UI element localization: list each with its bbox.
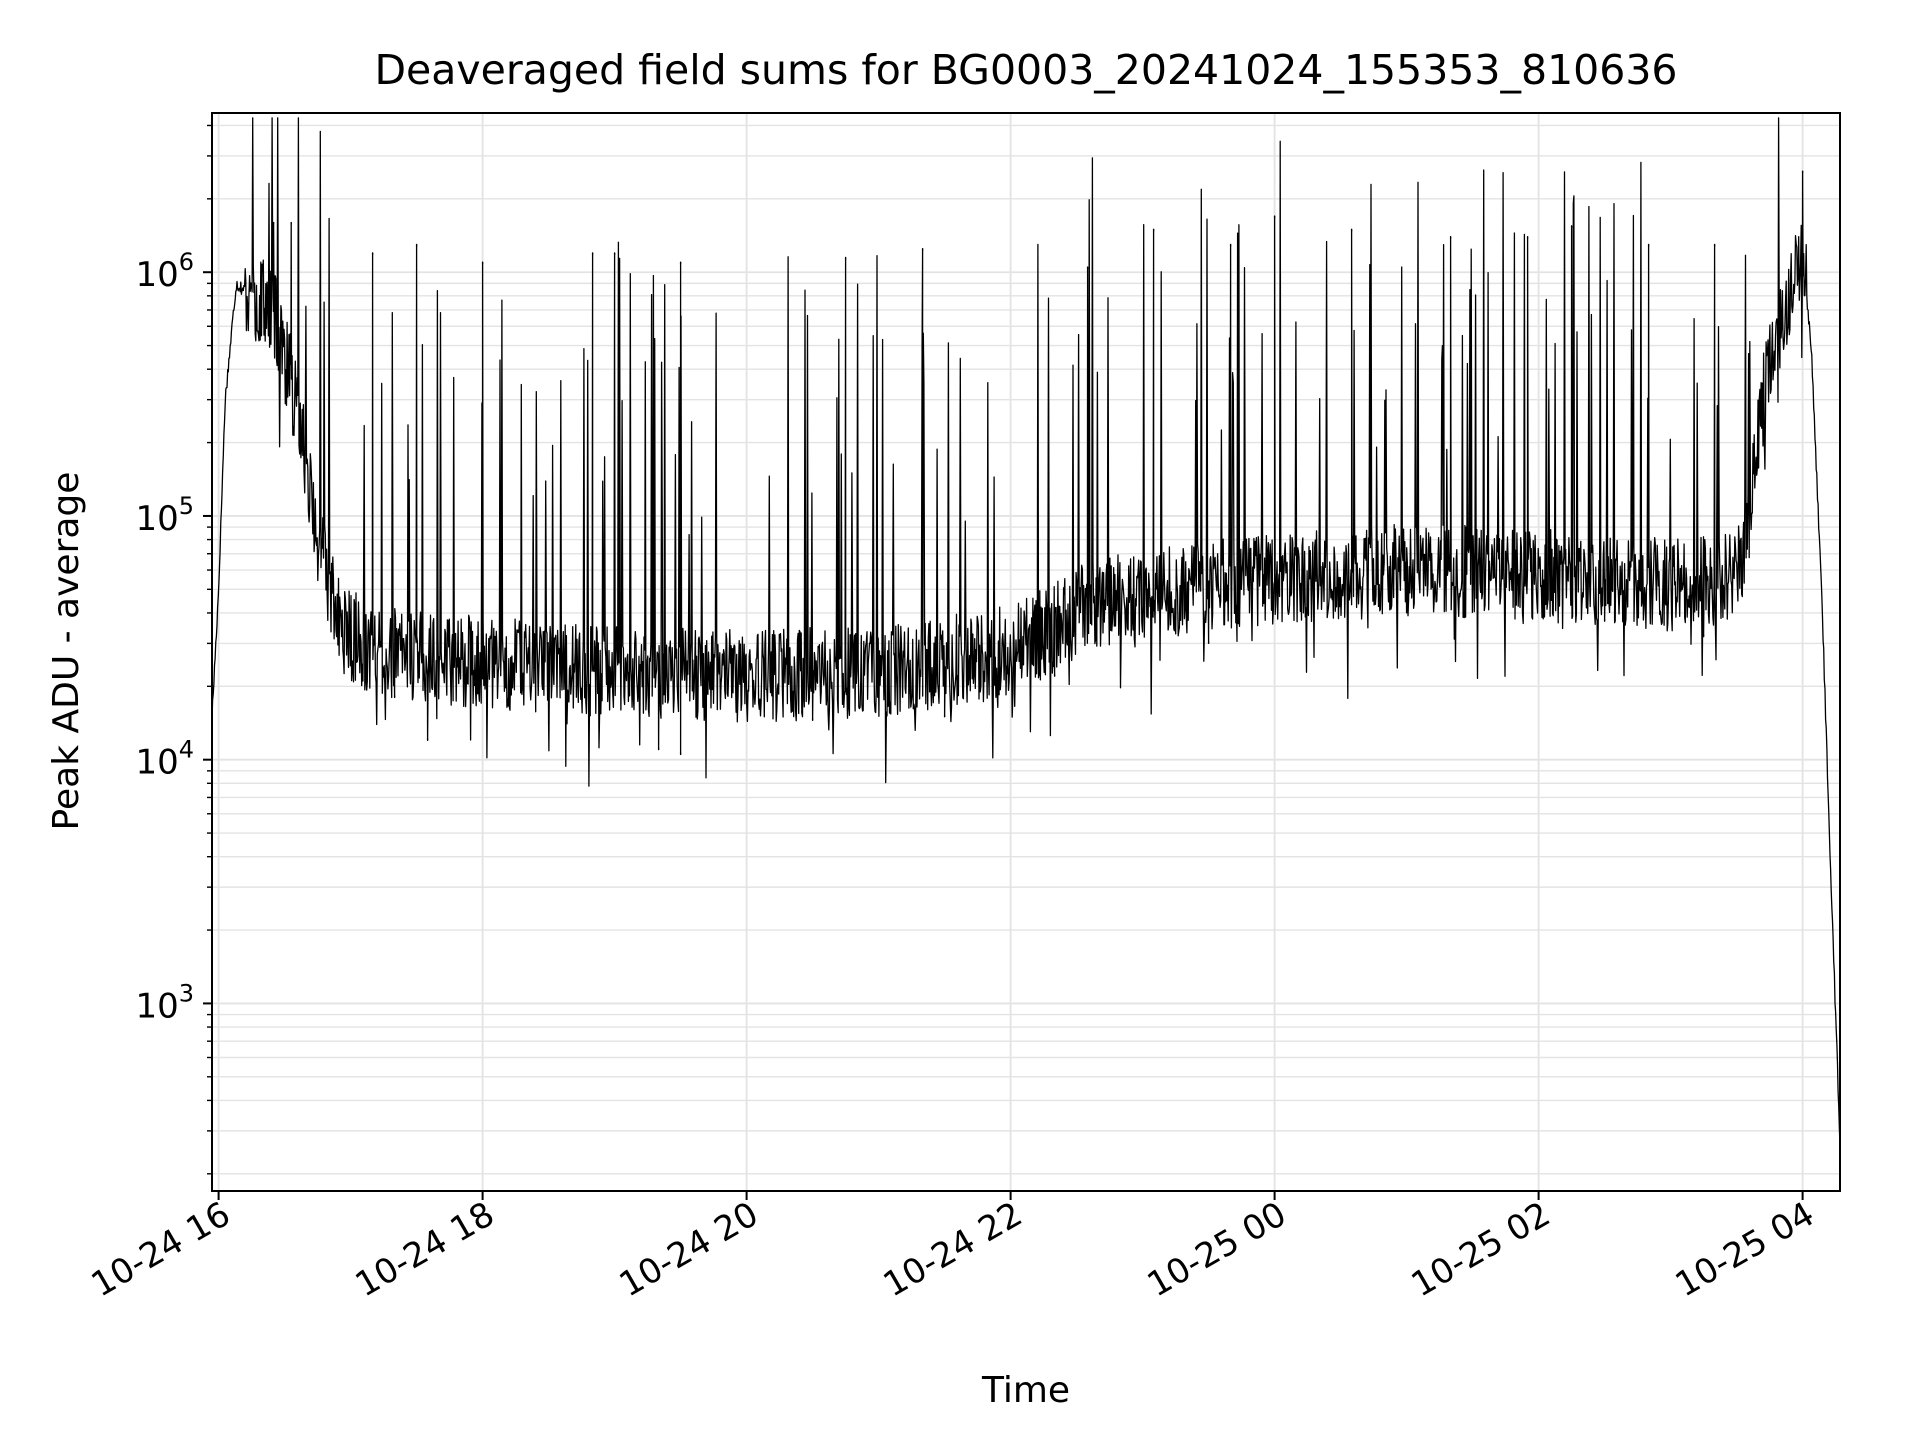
y-tick-label: 105 — [135, 492, 194, 539]
y-axis-ticks: 103 104 105 106 — [135, 124, 212, 1175]
y-tick-label: 104 — [135, 736, 194, 783]
series-layer — [211, 117, 1841, 1147]
x-axis-label: Time — [981, 1370, 1070, 1411]
chart-title: Deaveraged field sums for BG0003_2024102… — [374, 46, 1677, 94]
series-line — [211, 117, 1841, 1147]
grid-lines — [212, 113, 1840, 1191]
y-axis-label: Peak ADU - average — [46, 472, 87, 831]
y-tick-label: 106 — [135, 248, 194, 295]
plot-area-frame — [211, 112, 1841, 1192]
y-tick-label: 103 — [135, 979, 194, 1026]
